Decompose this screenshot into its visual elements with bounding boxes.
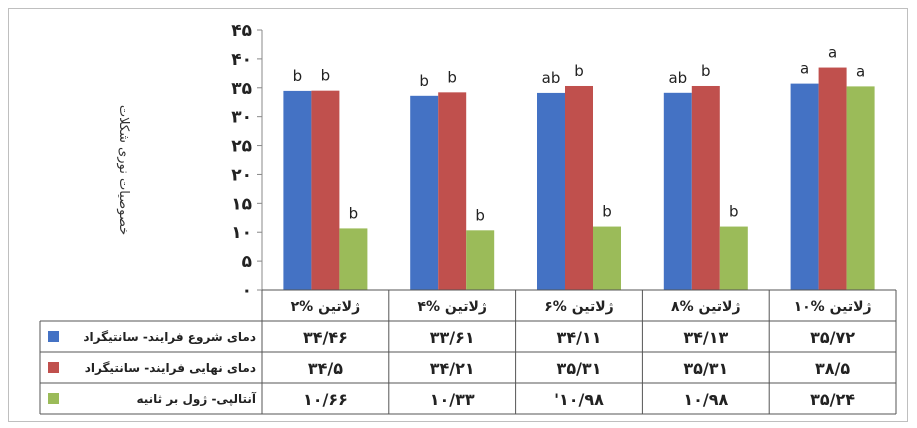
data-table-value: ۳۳/۶۱	[430, 328, 475, 347]
bar	[818, 67, 847, 290]
bar	[719, 226, 748, 290]
bar	[691, 85, 720, 290]
bar	[846, 86, 875, 290]
significance-label: b	[475, 206, 485, 224]
significance-label: b	[321, 67, 331, 85]
bar	[593, 226, 621, 290]
significance-label: b	[447, 68, 457, 86]
y-tick-label: ۲۰	[231, 165, 252, 185]
x-category-label: ۸% ژلاتین	[671, 299, 741, 315]
bar	[466, 230, 495, 290]
data-table-value: ۳۴/۲۱	[430, 359, 475, 378]
legend-swatch	[48, 331, 59, 342]
significance-label: ab	[542, 69, 561, 87]
x-category-label: ۲% ژلاتین	[291, 299, 361, 315]
y-axis-label: خصوصیات نوری شکلات	[116, 105, 131, 235]
data-table-value: ۳۸/۵	[815, 359, 850, 378]
data-table-value: ۳۴/۱۱	[557, 328, 602, 347]
legend-swatch	[48, 362, 59, 373]
data-table-value: ۱۰/۹۸	[683, 390, 728, 409]
y-tick-label: ۵	[242, 252, 252, 272]
data-table-value: ۳۴/۱۳	[683, 328, 728, 347]
data-table-value: ۳۵/۷۲	[810, 328, 855, 347]
x-category-label: ۶% ژلاتین	[544, 299, 614, 315]
x-category-label: ۴% ژلاتین	[417, 299, 487, 315]
significance-label: a	[800, 60, 809, 78]
bar	[438, 92, 467, 290]
significance-label: b	[701, 62, 711, 80]
significance-label: b	[419, 72, 429, 90]
bar	[790, 83, 819, 291]
bar	[663, 92, 692, 290]
y-tick-label: ۴۰	[231, 50, 252, 70]
bar	[537, 92, 565, 290]
significance-label: b	[293, 67, 303, 85]
data-table-value: ۳۵/۲۴	[810, 390, 855, 409]
y-tick-label: ۱۵	[231, 194, 252, 214]
legend-swatch	[48, 393, 59, 404]
significance-label: b	[729, 203, 739, 221]
data-table-value: ۳۵/۳۱	[683, 359, 728, 378]
data-table-value: ۱۰/۶۶	[303, 390, 348, 409]
data-table-value: ۳۴/۴۶	[303, 328, 348, 347]
significance-label: b	[574, 62, 584, 80]
data-table-value: ۳۵/۳۱	[557, 359, 602, 378]
legend-label: آنتالپی- ژول بر ثانیه	[136, 391, 256, 407]
bar	[339, 228, 368, 290]
bar	[565, 85, 593, 290]
data-table-value: ۳۴/۵	[308, 359, 343, 378]
y-tick-label: ۳۵	[231, 79, 252, 99]
bar	[283, 90, 312, 290]
significance-label: ab	[668, 69, 687, 87]
significance-label: b	[602, 203, 612, 221]
y-tick-label: ۱۰	[231, 223, 252, 243]
significance-label: a	[856, 62, 865, 80]
bar	[410, 95, 439, 290]
y-tick-label: ۲۵	[231, 137, 252, 157]
y-tick-label: ۳۰	[231, 108, 252, 128]
significance-label: a	[828, 44, 837, 62]
significance-label: b	[349, 204, 359, 222]
y-tick-label: ۴۵	[231, 21, 252, 41]
data-table-value: ۱۰/۳۳	[430, 390, 475, 409]
data-table-value: '۱۰/۹۸	[554, 390, 604, 409]
x-category-label: ۱۰% ژلاتین	[794, 299, 872, 315]
bar	[311, 90, 340, 291]
y-tick-label: ۰	[242, 281, 252, 301]
legend-label: دمای شروع فرایند- سانتیگراد	[83, 330, 256, 345]
legend-label: دمای نهایی فرایند- سانتیگراد	[85, 361, 256, 375]
